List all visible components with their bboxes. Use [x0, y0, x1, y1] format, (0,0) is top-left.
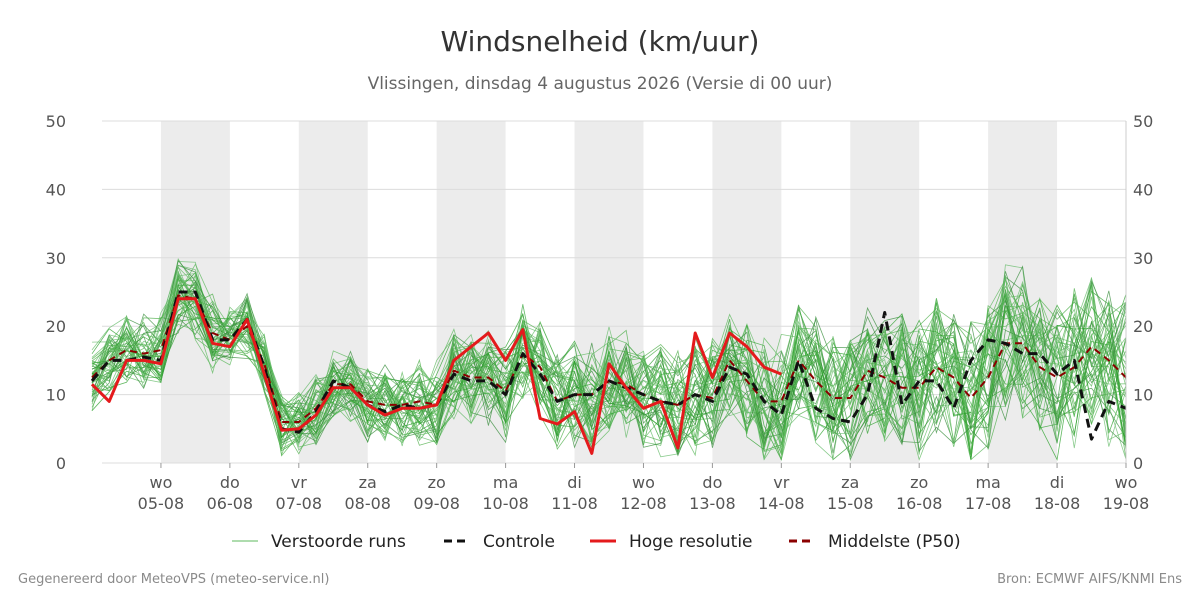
- y-tick-left-0: 0: [56, 454, 66, 473]
- x-tick-date-15-08: 15-08: [827, 494, 874, 513]
- x-tick-date-07-08: 07-08: [276, 494, 323, 513]
- x-tick-weekday-07-08: vr: [291, 473, 307, 492]
- y-tick-left-40: 40: [46, 180, 66, 199]
- x-tick-date-13-08: 13-08: [689, 494, 736, 513]
- x-tick-weekday-06-08: do: [220, 473, 240, 492]
- chart-title: Windsnelheid (km/uur): [441, 25, 760, 58]
- y-tick-left-30: 30: [46, 249, 66, 268]
- series-hires: [90, 297, 782, 455]
- ensemble-run-21: [91, 284, 1127, 448]
- x-tick-date-08-08: 08-08: [344, 494, 391, 513]
- legend-label-ensemble: Verstoorde runs: [271, 532, 406, 552]
- ensemble-run-43: [91, 271, 1127, 460]
- x-tick-date-19-08: 19-08: [1103, 494, 1150, 513]
- y-tick-right-30: 30: [1133, 249, 1153, 268]
- y-tick-right-40: 40: [1133, 180, 1153, 199]
- x-tick-date-09-08: 09-08: [413, 494, 460, 513]
- x-tick-weekday-11-08: di: [567, 473, 582, 492]
- ensemble-run-48: [91, 273, 1127, 461]
- x-tick-date-16-08: 16-08: [896, 494, 943, 513]
- wind-speed-chart: Windsnelheid (km/uur) Vlissingen, dinsda…: [46, 25, 1154, 552]
- x-tick-weekday-09-08: zo: [428, 473, 446, 492]
- x-tick-date-06-08: 06-08: [207, 494, 254, 513]
- x-tick-weekday-17-08: ma: [975, 473, 1000, 492]
- y-tick-right-20: 20: [1133, 317, 1153, 336]
- ensemble-run-44: [91, 259, 1127, 449]
- ensemble-run-45: [91, 290, 1127, 444]
- x-tick-weekday-13-08: do: [702, 473, 722, 492]
- x-tick-date-14-08: 14-08: [758, 494, 805, 513]
- y-tick-left-20: 20: [46, 317, 66, 336]
- y-tick-left-10: 10: [46, 386, 66, 405]
- x-tick-weekday-10-08: ma: [493, 473, 518, 492]
- main-series: [90, 290, 1127, 455]
- legend-label-median: Middelste (P50): [828, 532, 961, 552]
- x-tick-weekday-19-08: wo: [1115, 473, 1138, 492]
- ensemble-run-50: [91, 266, 1127, 452]
- series-control: [90, 290, 1127, 441]
- chart-subtitle: Vlissingen, dinsdag 4 augustus 2026 (Ver…: [368, 74, 833, 94]
- legend-label-hires: Hoge resolutie: [629, 532, 753, 552]
- legend-label-control: Controle: [483, 532, 555, 552]
- axes: 0 0 10 10 20 20 30 30 40 40 50 50 wo 05-08 do 06-08 vr 07…: [46, 112, 1154, 513]
- x-tick-weekday-14-08: vr: [773, 473, 789, 492]
- x-tick-weekday-18-08: di: [1050, 473, 1065, 492]
- x-tick-date-10-08: 10-08: [482, 494, 529, 513]
- footer-source: Bron: ECMWF AIFS/KNMI Ens: [997, 572, 1182, 587]
- footer-generator: Gegenereerd door MeteoVPS (meteo-service…: [18, 572, 330, 587]
- x-tick-weekday-15-08: za: [841, 473, 859, 492]
- y-tick-right-10: 10: [1133, 386, 1153, 405]
- x-tick-date-18-08: 18-08: [1034, 494, 1081, 513]
- x-tick-date-05-08: 05-08: [138, 494, 185, 513]
- x-tick-weekday-12-08: wo: [632, 473, 655, 492]
- ensemble-run-39: [91, 265, 1127, 461]
- legend: Verstoorde runs Controle Hoge resolutie Mid…: [232, 532, 961, 552]
- x-tick-date-12-08: 12-08: [620, 494, 667, 513]
- y-tick-left-50: 50: [46, 112, 66, 131]
- y-tick-right-0: 0: [1133, 454, 1143, 473]
- x-tick-weekday-08-08: za: [359, 473, 377, 492]
- y-tick-right-50: 50: [1133, 112, 1153, 131]
- x-tick-date-17-08: 17-08: [965, 494, 1012, 513]
- x-tick-weekday-16-08: zo: [910, 473, 928, 492]
- x-tick-weekday-05-08: wo: [149, 473, 172, 492]
- shade-band-3: [574, 121, 644, 463]
- x-tick-date-11-08: 11-08: [551, 494, 598, 513]
